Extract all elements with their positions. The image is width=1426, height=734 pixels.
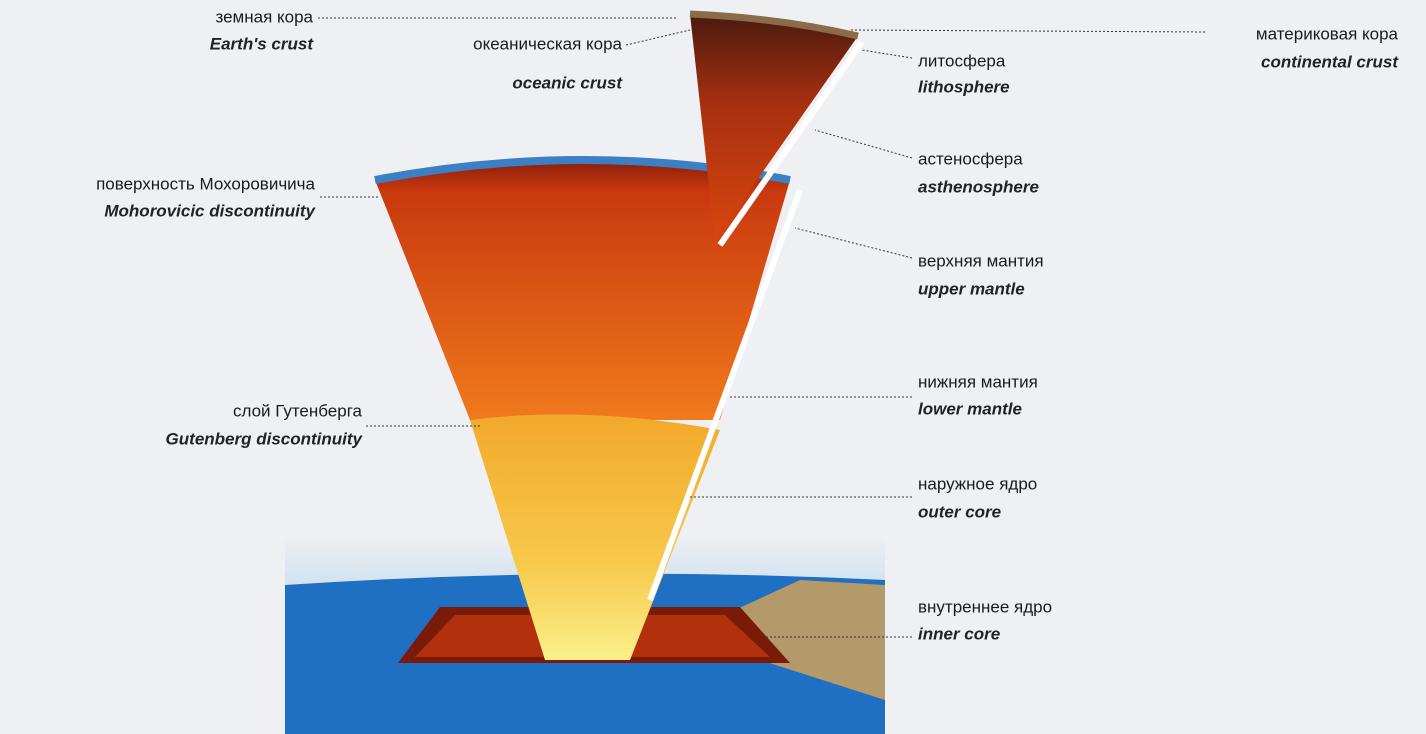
label-en: outer core <box>918 502 1001 521</box>
label-en: lower mantle <box>918 399 1022 418</box>
label-ru: океаническая кора <box>473 34 622 53</box>
label-ru: поверхность Мохоровичича <box>96 174 315 193</box>
leader <box>795 228 912 258</box>
label-ru: верхняя мантия <box>918 251 1044 270</box>
label-en: Mohorovicic discontinuity <box>104 201 316 220</box>
label-en: continental crust <box>1261 52 1399 71</box>
leader <box>850 30 1205 32</box>
leader <box>862 50 912 58</box>
label-ru: слой Гутенберга <box>233 401 363 420</box>
label-ru: литосфера <box>918 51 1006 70</box>
label-ru: земная кора <box>215 7 313 26</box>
label-ru: внутреннее ядро <box>918 597 1052 616</box>
label-en: lithosphere <box>918 77 1010 96</box>
label-ru: материковая кора <box>1256 24 1399 43</box>
leader <box>815 130 912 158</box>
label-en: asthenosphere <box>918 177 1039 196</box>
label-en: Gutenberg discontinuity <box>166 429 364 448</box>
label-en: Earth's crust <box>210 34 315 53</box>
label-ru: астеносфера <box>918 149 1023 168</box>
leader <box>626 30 690 45</box>
label-en: inner core <box>918 624 1000 643</box>
label-en: oceanic crust <box>512 73 623 92</box>
label-en: upper mantle <box>918 279 1025 298</box>
label-ru: наружное ядро <box>918 474 1037 493</box>
diagram: земная кора Earth's crust океаническая к… <box>0 0 1426 734</box>
label-ru: нижняя мантия <box>918 372 1038 391</box>
